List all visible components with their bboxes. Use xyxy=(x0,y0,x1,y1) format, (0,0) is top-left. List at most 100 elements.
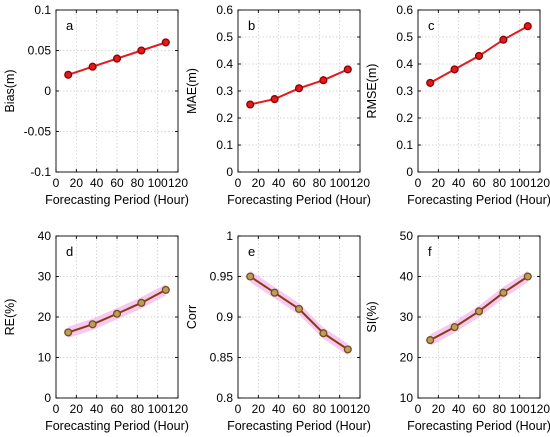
x-tick-label: 60 xyxy=(292,402,306,416)
x-tick-label: 0 xyxy=(235,402,242,416)
y-tick-label: 0.8 xyxy=(216,391,233,405)
data-point xyxy=(426,78,435,87)
y-tick-label: 1 xyxy=(226,229,233,243)
y-tick-label: 0.2 xyxy=(216,111,233,125)
y-axis-label: SI(%) xyxy=(365,301,379,332)
data-point xyxy=(246,272,255,281)
y-tick-label: 0 xyxy=(44,391,51,405)
y-tick-label: 20 xyxy=(400,351,414,365)
panel-d: 0 20 40 60 80 100 120 0 10 20 30 40 Forecasting Peri… xyxy=(3,229,189,433)
data-point xyxy=(64,70,73,79)
x-tick-label: 80 xyxy=(131,176,145,190)
x-tick-label: 60 xyxy=(292,176,306,190)
y-tick-label: 0.1 xyxy=(396,138,413,152)
data-point xyxy=(112,54,122,63)
y-tick-label: 0.5 xyxy=(216,30,233,44)
x-tick-label: 120 xyxy=(168,402,188,416)
y-tick-label: 0 xyxy=(44,84,51,98)
panel-letter: e xyxy=(248,244,255,259)
x-tick-label: 100 xyxy=(330,176,350,190)
data-point xyxy=(499,35,508,44)
data-point xyxy=(319,329,328,338)
data-point xyxy=(246,100,255,109)
y-axis-label: Corr xyxy=(185,305,199,329)
data-point xyxy=(88,62,97,71)
y-tick-label: 0.3 xyxy=(216,84,233,98)
x-tick-label: 120 xyxy=(350,176,370,190)
panel-b: 0 20 40 60 80 100 120 0 0.1 0.2 0.3 0.4 0.5 0.6 Foreca… xyxy=(185,3,371,207)
x-tick-label: 80 xyxy=(493,176,507,190)
y-tick-label: 0 xyxy=(406,165,413,179)
x-tick-label: 20 xyxy=(70,176,84,190)
x-tick-label: 0 xyxy=(53,176,60,190)
panel-a: 0 20 40 60 80 100 120 -0.1 -0.05 0 0.05 0.1 Forecast… xyxy=(3,3,189,207)
data-point xyxy=(450,323,459,332)
y-tick-label: 0.4 xyxy=(216,57,233,71)
data-point xyxy=(499,288,508,297)
x-tick-label: 120 xyxy=(168,176,188,190)
data-point xyxy=(161,285,170,294)
y-tick-label: 0.3 xyxy=(396,84,413,98)
x-tick-label: 100 xyxy=(148,176,168,190)
data-point xyxy=(426,336,435,345)
y-tick-label: 30 xyxy=(38,270,52,284)
x-axis-label: Forecasting Period (Hour) xyxy=(45,193,189,207)
y-tick-label: -0.05 xyxy=(24,125,52,139)
x-tick-label: 40 xyxy=(90,402,104,416)
data-point xyxy=(88,320,97,329)
x-tick-label: 100 xyxy=(510,176,530,190)
data-point xyxy=(474,51,484,60)
x-tick-label: 0 xyxy=(415,402,422,416)
data-point xyxy=(294,304,304,313)
data-point xyxy=(270,95,279,104)
y-axis-label: RMSE(m) xyxy=(365,64,379,119)
y-tick-label: 40 xyxy=(400,270,414,284)
data-point xyxy=(450,65,459,74)
panel-letter: a xyxy=(66,18,74,33)
data-point xyxy=(343,65,352,74)
x-tick-label: 20 xyxy=(252,176,266,190)
data-point xyxy=(523,22,532,31)
x-tick-label: 40 xyxy=(452,402,466,416)
y-tick-label: 0.1 xyxy=(216,138,233,152)
x-tick-label: 60 xyxy=(110,402,124,416)
y-tick-label: 0 xyxy=(226,165,233,179)
x-tick-label: 60 xyxy=(472,402,486,416)
x-axis-label: Forecasting Period (Hour) xyxy=(45,419,189,433)
x-tick-label: 0 xyxy=(53,402,60,416)
y-tick-label: 0.4 xyxy=(396,57,413,71)
y-tick-label: 0.9 xyxy=(216,310,233,324)
x-tick-label: 80 xyxy=(313,176,327,190)
y-tick-label: 10 xyxy=(38,351,52,365)
x-tick-label: 40 xyxy=(452,176,466,190)
y-tick-label: 0.95 xyxy=(210,270,234,284)
data-point xyxy=(343,345,352,354)
y-axis-label: MAE(m) xyxy=(185,68,199,114)
y-tick-label: 20 xyxy=(38,310,52,324)
data-point xyxy=(270,288,279,297)
y-tick-label: 0.5 xyxy=(396,30,413,44)
y-tick-label: 0.05 xyxy=(28,44,52,58)
panel-letter: c xyxy=(428,18,435,33)
x-axis-label: Forecasting Period (Hour) xyxy=(227,193,371,207)
x-tick-label: 20 xyxy=(432,402,446,416)
x-tick-label: 100 xyxy=(148,402,168,416)
x-tick-label: 100 xyxy=(330,402,350,416)
y-tick-label: 0.2 xyxy=(396,111,413,125)
x-tick-label: 40 xyxy=(272,176,286,190)
x-tick-label: 60 xyxy=(110,176,124,190)
panel-letter: d xyxy=(66,244,73,259)
y-axis-label: RE(%) xyxy=(3,299,17,336)
x-axis-label: Forecasting Period (Hour) xyxy=(227,419,371,433)
x-tick-label: 40 xyxy=(272,402,286,416)
x-tick-label: 0 xyxy=(415,176,422,190)
y-tick-label: 40 xyxy=(38,229,52,243)
x-tick-label: 80 xyxy=(313,402,327,416)
y-tick-label: 50 xyxy=(400,229,414,243)
y-axis-label: Bias(m) xyxy=(3,69,17,112)
x-tick-label: 20 xyxy=(252,402,266,416)
x-axis-label: Forecasting Period (Hour) xyxy=(407,419,550,433)
panel-letter: f xyxy=(428,244,432,259)
y-tick-label: 0.6 xyxy=(396,3,413,17)
